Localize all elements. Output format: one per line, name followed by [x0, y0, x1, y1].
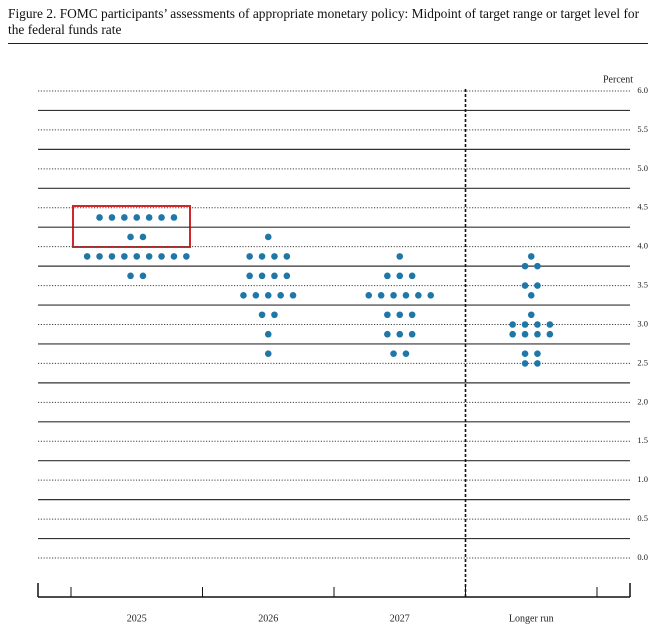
dot: [158, 214, 165, 221]
dot: [390, 350, 397, 357]
dot: [408, 330, 416, 338]
dot: [108, 214, 116, 221]
dot: [145, 253, 153, 260]
y-tick-label: 2.5: [637, 357, 648, 367]
dot: [121, 253, 128, 260]
y-tick-label: 5.5: [637, 124, 648, 134]
dot: [158, 253, 165, 260]
dot: [252, 292, 260, 299]
dot: [546, 330, 554, 338]
dot: [258, 272, 266, 280]
dot: [170, 253, 178, 260]
dot: [264, 330, 272, 338]
chart-title: Figure 2. FOMC participants’ assessments…: [8, 6, 648, 44]
dot: [415, 292, 422, 299]
dot: [264, 292, 272, 299]
dot: [521, 330, 529, 338]
dot: [264, 350, 272, 357]
x-tick-label: 2026: [258, 613, 278, 624]
dot: [527, 292, 535, 299]
dot: [521, 321, 529, 328]
dot: [145, 214, 153, 221]
x-tick-label: Longer run: [509, 613, 554, 624]
dot: [390, 292, 397, 299]
dot: [127, 233, 134, 241]
dot: [139, 272, 147, 280]
dot: [365, 292, 373, 299]
dot: [509, 321, 516, 328]
dot: [384, 272, 391, 280]
dot: [546, 321, 554, 328]
dot: [396, 253, 404, 260]
dot: [246, 272, 253, 280]
dot: [384, 311, 391, 319]
dot: [258, 253, 266, 260]
dot: [258, 311, 266, 319]
dot: [183, 253, 190, 260]
dot: [108, 253, 116, 260]
dot: [396, 330, 404, 338]
dot: [96, 253, 103, 260]
highlight-box: [72, 205, 191, 248]
dot: [264, 233, 272, 241]
y-tick-label: 4.5: [637, 202, 648, 212]
dot: [384, 330, 391, 338]
dot: [509, 330, 516, 338]
y-tick-label: 2.0: [637, 396, 648, 406]
y-tick-label: 3.5: [637, 280, 648, 290]
dot: [246, 253, 253, 260]
dot: [289, 292, 297, 299]
x-tick-label: 2025: [127, 613, 147, 624]
y-tick-label: 3.0: [637, 318, 648, 328]
dot: [396, 311, 404, 319]
dot: [133, 214, 141, 221]
dot: [170, 214, 178, 221]
dot: [121, 214, 128, 221]
dot: [534, 350, 541, 357]
x-tick-label: 2027: [390, 613, 410, 624]
dot: [534, 360, 541, 367]
dot: [96, 214, 103, 221]
y-tick-label: 0.0: [637, 552, 648, 562]
dot: [271, 272, 278, 280]
dot: [408, 311, 416, 319]
dot: [240, 292, 247, 299]
dot: [271, 253, 278, 260]
y-tick-label: 6.0: [637, 85, 648, 95]
dot: [527, 311, 535, 319]
y-tick-label: 1.5: [637, 435, 648, 445]
dot: [521, 350, 529, 357]
dot: [521, 262, 529, 270]
dot: [534, 321, 541, 328]
dot: [83, 253, 91, 260]
dot: [127, 272, 134, 280]
y-tick-label: 0.5: [637, 513, 648, 523]
dot: [402, 292, 410, 299]
dot: [521, 282, 529, 289]
dot: [283, 253, 291, 260]
dot: [527, 253, 535, 260]
dot: [139, 233, 147, 241]
dot: [427, 292, 435, 299]
y-tick-label: 1.0: [637, 474, 648, 484]
dot: [534, 262, 541, 270]
dot: [283, 272, 291, 280]
dot: [534, 282, 541, 289]
y-axis-label: Percent: [603, 74, 633, 85]
y-tick-label: 5.0: [637, 163, 648, 173]
dot: [402, 350, 410, 357]
dot: [277, 292, 284, 299]
dot: [271, 311, 278, 319]
dot: [521, 360, 529, 367]
dot: [377, 292, 385, 299]
y-tick-label: 4.0: [637, 241, 648, 251]
dot: [534, 330, 541, 338]
dot: [396, 272, 404, 280]
dot: [133, 253, 141, 260]
dot: [408, 272, 416, 280]
